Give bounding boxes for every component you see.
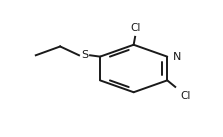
- Text: N: N: [173, 52, 181, 62]
- Text: Cl: Cl: [181, 91, 191, 101]
- Text: S: S: [81, 50, 88, 60]
- Text: Cl: Cl: [131, 23, 141, 33]
